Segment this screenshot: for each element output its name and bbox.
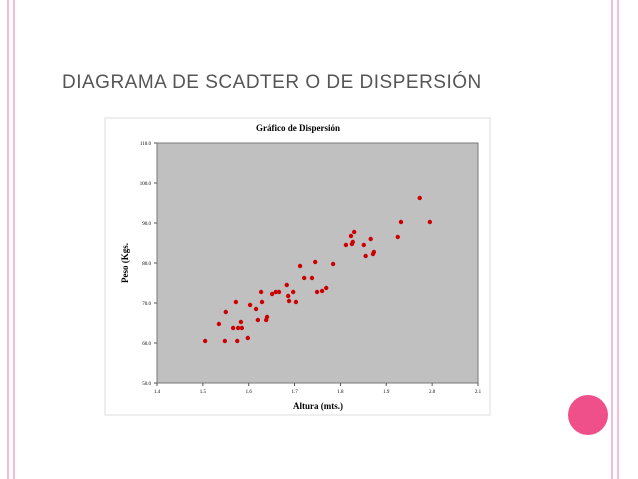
- point: [350, 239, 356, 245]
- point: [238, 319, 244, 325]
- point: [216, 321, 222, 327]
- point: [371, 249, 377, 255]
- point: [351, 229, 357, 235]
- point: [368, 236, 373, 242]
- point: [343, 242, 349, 248]
- point: [259, 299, 265, 305]
- y-tick-label: 100.0: [140, 182, 152, 187]
- point: [245, 335, 250, 341]
- point: [314, 289, 320, 295]
- point: [230, 325, 236, 331]
- y-tick-label: 70.0: [142, 302, 151, 307]
- point: [348, 233, 354, 239]
- point: [398, 219, 404, 225]
- point: [222, 338, 228, 344]
- point: [313, 259, 318, 265]
- x-tick-label: 1.4: [154, 390, 161, 395]
- point: [361, 242, 367, 248]
- y-tick-label: 80.0: [142, 262, 151, 267]
- decor-circle: [568, 395, 608, 435]
- plot: 50.0 60.0 70.0 80.0 90.0 100.0 110.0 1.4 1.5 1.6 1…: [140, 142, 482, 395]
- point: [284, 282, 289, 288]
- y-axis-label: Peso (Kgs.: [120, 243, 130, 283]
- plot-area: [156, 142, 479, 384]
- point: [286, 298, 292, 304]
- point: [233, 299, 239, 305]
- x-tick-label: 1.8: [337, 390, 344, 395]
- point: [302, 275, 307, 281]
- point: [363, 253, 368, 259]
- point: [269, 291, 275, 297]
- slide-title: DIAGRAMA DE SCADTER O DE DISPERSIÓN: [62, 71, 482, 93]
- point: [330, 261, 336, 267]
- point: [297, 263, 303, 269]
- x-tick-label: 1.6: [246, 390, 253, 395]
- y-tick-label: 110.0: [140, 142, 152, 147]
- x-tick-label: 1.5: [200, 390, 207, 395]
- point: [427, 219, 433, 225]
- point: [290, 289, 296, 295]
- x-tick-label: 2.1: [475, 390, 482, 395]
- x-tick-label: 1.7: [291, 390, 298, 395]
- y-tick-label: 60.0: [142, 342, 151, 347]
- point: [247, 302, 253, 308]
- point: [395, 234, 400, 240]
- point: [223, 309, 228, 315]
- x-tick-label: 2.0: [429, 390, 436, 395]
- point: [253, 306, 259, 312]
- point: [417, 195, 422, 201]
- point: [273, 289, 278, 295]
- x-axis-label: Altura (mts.): [293, 401, 343, 411]
- point: [258, 289, 264, 295]
- y-tick-label: 90.0: [142, 222, 151, 227]
- point: [276, 289, 282, 295]
- point: [239, 325, 245, 331]
- point: [319, 288, 325, 294]
- point: [235, 338, 240, 344]
- point: [324, 285, 329, 291]
- point: [285, 293, 291, 299]
- x-tick-label: 1.9: [383, 390, 390, 395]
- point: [235, 325, 241, 331]
- point: [264, 314, 270, 320]
- point: [309, 275, 315, 281]
- y-tick-label: 50.0: [142, 382, 151, 387]
- point: [293, 299, 299, 305]
- point: [255, 317, 261, 323]
- point: [202, 338, 208, 344]
- chart-title: Gráfico de Dispersión: [256, 123, 340, 133]
